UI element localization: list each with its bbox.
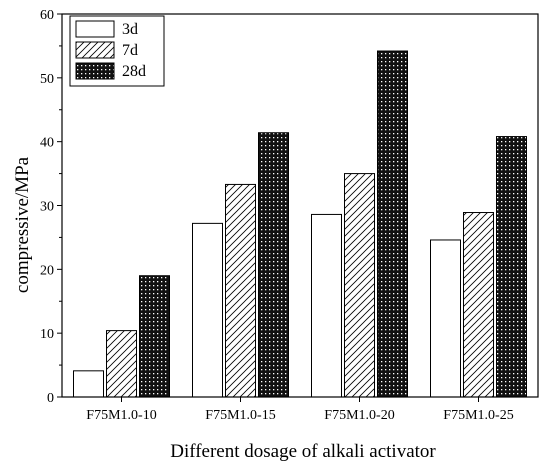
x-tick-label: F75M1.0-20 bbox=[324, 408, 394, 423]
bar-3d-F75M1.0-10 bbox=[73, 370, 104, 398]
bar-7d-F75M1.0-15 bbox=[225, 183, 256, 398]
bar-3d-F75M1.0-25 bbox=[430, 239, 461, 398]
y-tick-label: 40 bbox=[40, 136, 54, 151]
bar-28d-F75M1.0-10 bbox=[139, 275, 170, 398]
bar-3d-F75M1.0-15 bbox=[192, 222, 223, 398]
y-tick-labels: 0 10 20 30 40 50 60 bbox=[40, 8, 54, 406]
bar-28d-F75M1.0-20 bbox=[377, 50, 408, 398]
legend-label-3d: 3d bbox=[122, 21, 138, 38]
legend-label-7d: 7d bbox=[122, 42, 138, 59]
axis-ticks bbox=[57, 13, 479, 402]
legend: 3d 7d 28d bbox=[69, 15, 165, 87]
legend-swatch-3d bbox=[75, 20, 115, 38]
bar-28d-F75M1.0-25 bbox=[496, 136, 527, 398]
x-tick-label: F75M1.0-10 bbox=[86, 408, 156, 423]
bar-7d-F75M1.0-25 bbox=[463, 212, 494, 398]
y-tick-label: 50 bbox=[40, 72, 54, 87]
x-tick-label: F75M1.0-15 bbox=[205, 408, 275, 423]
legend-swatch-28d bbox=[75, 62, 115, 80]
bar-28d-F75M1.0-15 bbox=[258, 132, 289, 398]
y-tick-label: 0 bbox=[47, 391, 54, 406]
x-tick-label: F75M1.0-25 bbox=[443, 408, 513, 423]
y-tick-label: 10 bbox=[40, 327, 54, 342]
y-tick-label: 60 bbox=[40, 8, 54, 23]
y-tick-label: 30 bbox=[40, 200, 54, 215]
y-axis-title: compressive/MPa bbox=[12, 156, 33, 293]
x-tick-labels: F75M1.0-10 F75M1.0-15 F75M1.0-20 F75M1.0-25 bbox=[86, 408, 513, 423]
bar-7d-F75M1.0-10 bbox=[106, 330, 137, 398]
y-tick-label: 20 bbox=[40, 263, 54, 278]
bar-3d-F75M1.0-20 bbox=[311, 213, 342, 398]
legend-swatch-7d bbox=[75, 41, 115, 59]
bars-group bbox=[73, 50, 527, 398]
legend-label-28d: 28d bbox=[122, 63, 146, 80]
x-axis-title: Different dosage of alkali activator bbox=[170, 441, 436, 462]
bar-7d-F75M1.0-20 bbox=[344, 173, 375, 398]
